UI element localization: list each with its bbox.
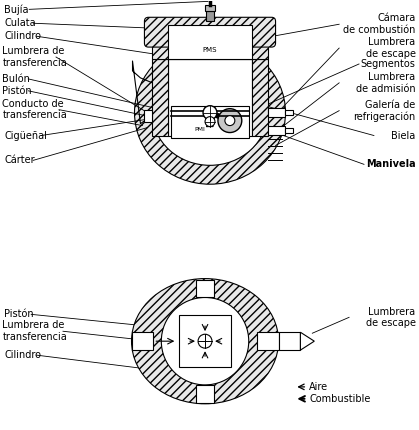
Text: Lumbrera
de admisión: Lumbrera de admisión <box>356 72 416 94</box>
Text: Aire: Aire <box>309 382 328 392</box>
Text: Bulón: Bulón <box>3 74 30 84</box>
Polygon shape <box>205 107 215 126</box>
Bar <box>171 106 249 138</box>
Text: Cilindro: Cilindro <box>4 31 41 41</box>
Ellipse shape <box>132 279 279 404</box>
Bar <box>268 126 285 135</box>
Bar <box>279 332 300 350</box>
FancyBboxPatch shape <box>145 17 276 47</box>
Ellipse shape <box>153 60 268 165</box>
Text: Galería de
refrigeración: Galería de refrigeración <box>353 100 416 122</box>
Text: Cámara
de combustión: Cámara de combustión <box>343 13 416 35</box>
Text: Biela: Biela <box>391 131 416 141</box>
Text: Cárter: Cárter <box>4 155 35 166</box>
Text: Cilindro: Cilindro <box>4 350 41 360</box>
Circle shape <box>225 116 235 126</box>
Bar <box>252 59 268 135</box>
Circle shape <box>161 298 249 385</box>
Text: Lumbrera
de escape: Lumbrera de escape <box>366 307 416 328</box>
Circle shape <box>203 106 217 120</box>
Bar <box>153 59 168 135</box>
Bar <box>132 332 153 350</box>
Text: Cigüeñal: Cigüeñal <box>4 131 47 141</box>
Ellipse shape <box>134 41 285 184</box>
Bar <box>285 128 293 132</box>
Text: Pistón: Pistón <box>4 309 34 319</box>
Text: Lumbrera de
transferencia: Lumbrera de transferencia <box>3 46 67 68</box>
Text: PMS: PMS <box>203 47 217 53</box>
Text: Pistón: Pistón <box>3 86 32 96</box>
Circle shape <box>205 117 215 126</box>
Text: Conducto de
transferencia: Conducto de transferencia <box>3 99 67 120</box>
Bar <box>205 5 215 11</box>
Bar <box>153 43 268 59</box>
Text: Segmentos: Segmentos <box>361 59 416 69</box>
Bar <box>145 110 153 122</box>
Circle shape <box>198 334 212 348</box>
Bar <box>268 108 285 117</box>
Bar <box>196 385 214 403</box>
Text: Lumbrera
de escape: Lumbrera de escape <box>366 37 416 59</box>
Bar <box>168 59 252 135</box>
Bar <box>168 25 252 59</box>
Bar <box>179 315 231 367</box>
Bar <box>206 11 214 21</box>
Text: Lumbrera de
transferencia: Lumbrera de transferencia <box>3 320 67 342</box>
Text: Culata: Culata <box>4 18 36 28</box>
Text: Bujía: Bujía <box>4 4 29 15</box>
Bar <box>257 332 279 350</box>
Bar <box>196 280 214 298</box>
Bar <box>285 110 293 115</box>
Text: Combustible: Combustible <box>309 394 371 404</box>
Circle shape <box>218 109 242 132</box>
Polygon shape <box>300 332 314 350</box>
Text: PMI: PMI <box>194 127 205 132</box>
Text: Manivela: Manivela <box>366 160 416 169</box>
